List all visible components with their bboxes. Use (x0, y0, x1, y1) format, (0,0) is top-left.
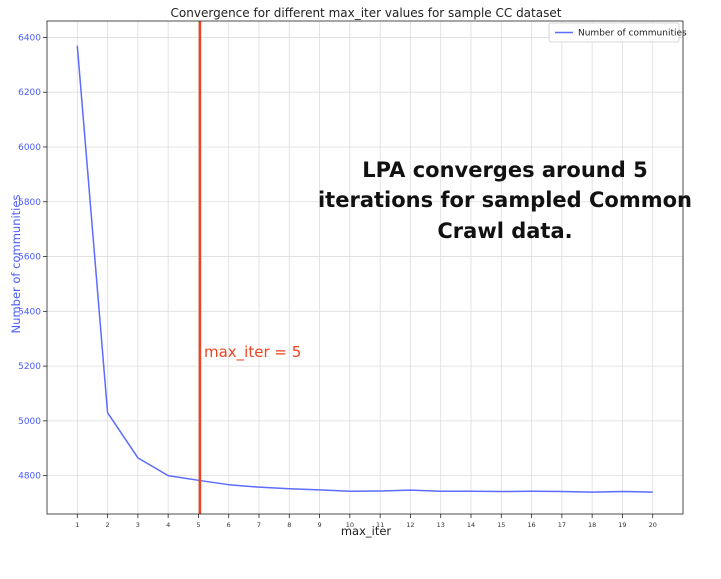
x-axis-label: max_iter (341, 524, 392, 538)
y-tick-label: 5600 (18, 253, 41, 263)
data-point (652, 491, 654, 493)
data-point (410, 489, 412, 491)
vline-label: max_iter = 5 (204, 343, 301, 362)
data-point (531, 490, 533, 492)
y-axis-label: Number of communities (9, 195, 23, 334)
x-tick-label: 11 (376, 521, 384, 529)
series-line-0 (76, 45, 653, 493)
y-tick-label: 5400 (18, 307, 41, 317)
x-tick-label: 7 (257, 521, 261, 529)
x-tick-label: 17 (558, 521, 566, 529)
x-tick-label: 8 (287, 521, 291, 529)
x-tick-label: 10 (346, 521, 354, 529)
annotation-line-3: Crawl data. (437, 219, 572, 243)
y-axis: 4800 5000 5200 5400 5600 5800 6000 6200 6400 (18, 33, 47, 482)
x-tick-label: 3 (136, 521, 140, 529)
legend: Number of communities (548, 22, 687, 43)
x-tick-label: 19 (618, 521, 626, 529)
annotation-line-2: iterations for sampled Common (318, 188, 692, 212)
x-tick-label: 14 (467, 521, 475, 529)
x-tick-label: 9 (318, 521, 322, 529)
data-point (622, 491, 624, 493)
data-point (470, 490, 472, 492)
data-point (76, 45, 78, 47)
annotation-line-1: LPA converges around 5 (362, 158, 647, 182)
y-tick-label: 5800 (18, 198, 41, 208)
data-point (500, 491, 502, 493)
data-point (288, 488, 290, 490)
x-tick-label: 2 (106, 521, 110, 529)
y-tick-label: 6400 (18, 33, 41, 43)
x-tick-label: 5 (196, 521, 200, 529)
x-tick-label: 16 (527, 521, 535, 529)
data-point (137, 457, 139, 459)
data-point (107, 412, 109, 414)
x-tick-label: 6 (227, 521, 231, 529)
y-tick-label: 6200 (18, 88, 41, 98)
chart-title: Convergence for different max_iter value… (171, 6, 562, 20)
data-point (591, 491, 593, 493)
x-tick-label: 20 (649, 521, 657, 529)
legend-label: Number of communities (578, 29, 687, 39)
x-tick-label: 1 (75, 521, 79, 529)
legend-box (548, 22, 680, 43)
data-point (258, 486, 260, 488)
data-point (167, 475, 169, 477)
y-tick-label: 4800 (18, 472, 41, 482)
x-tick-label: 18 (588, 521, 596, 529)
x-tick-label: 15 (497, 521, 505, 529)
data-point (228, 484, 230, 486)
y-tick-label: 6000 (18, 143, 41, 153)
y-tick-label: 5000 (18, 417, 41, 427)
x-tick-label: 12 (406, 521, 414, 529)
data-point (349, 490, 351, 492)
grid (47, 21, 683, 514)
annotation: LPA converges around 5 iterations for sa… (318, 158, 692, 243)
data-point (319, 489, 321, 491)
plot-frame (46, 20, 684, 515)
plot-area (76, 21, 653, 514)
data-point (379, 490, 381, 492)
x-tick-label: 4 (166, 521, 170, 529)
x-tick-label: 13 (437, 521, 445, 529)
y-tick-label: 5200 (18, 362, 41, 372)
data-point (440, 490, 442, 492)
x-axis: 1 2 3 4 5 6 7 8 9 10 11 12 13 14 15 16 17 18 19 20 (75, 514, 657, 529)
data-point (561, 491, 563, 493)
